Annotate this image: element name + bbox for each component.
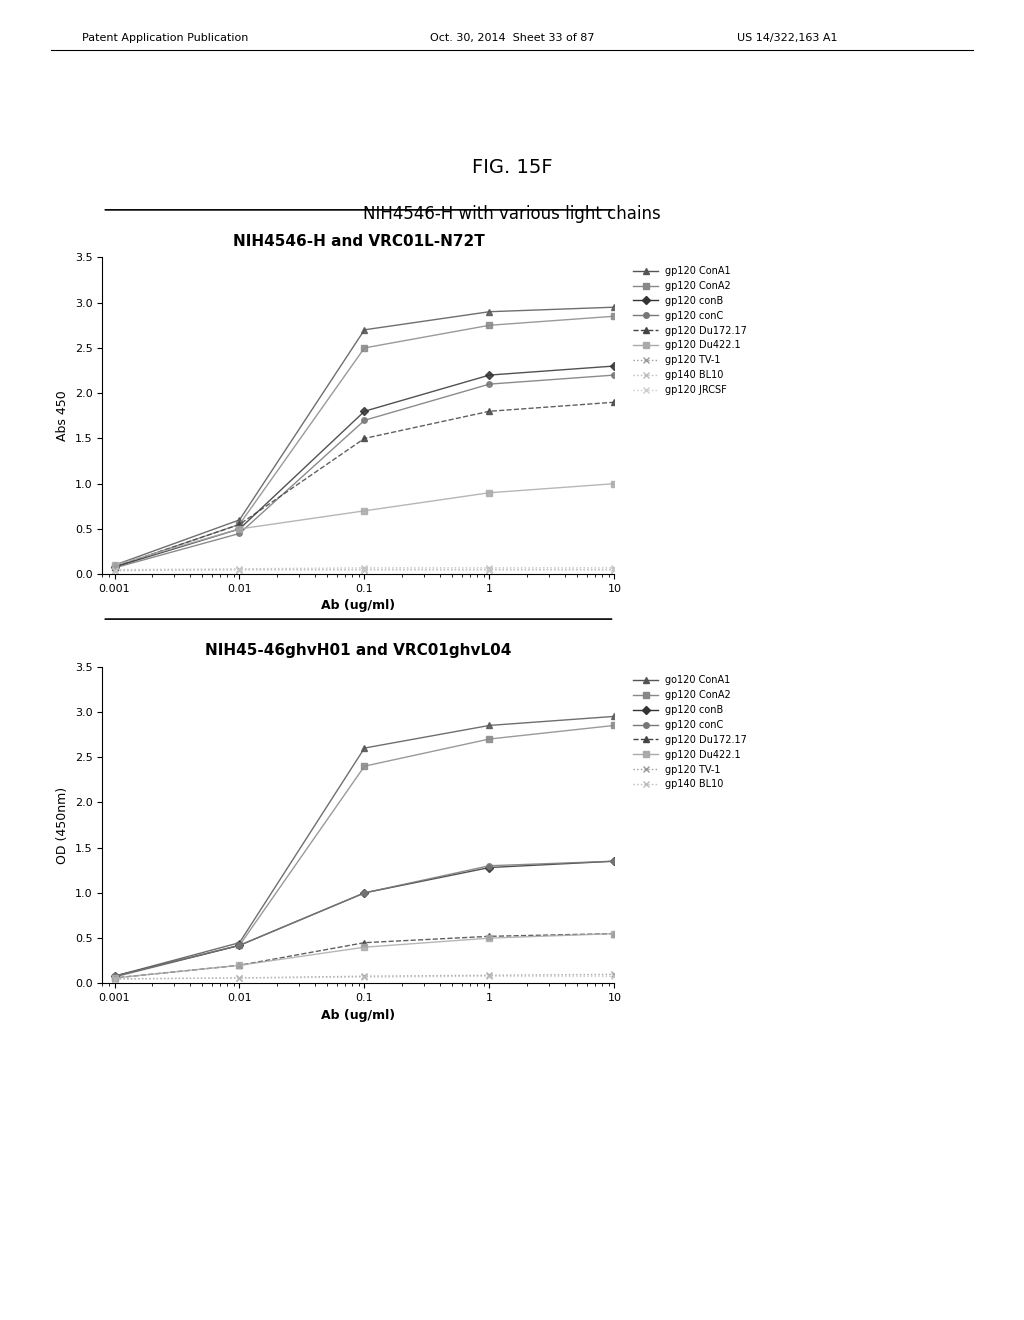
Y-axis label: OD (450nm): OD (450nm): [56, 787, 70, 863]
Text: NIH4546-H with various light chains: NIH4546-H with various light chains: [364, 205, 660, 223]
Title: NIH4546-H and VRC01L-N72T: NIH4546-H and VRC01L-N72T: [232, 234, 484, 249]
Legend: go120 ConA1, gp120 ConA2, gp120 conB, gp120 conC, gp120 Du172.17, gp120 Du422.1,: go120 ConA1, gp120 ConA2, gp120 conB, gp…: [630, 672, 752, 793]
Legend: gp120 ConA1, gp120 ConA2, gp120 conB, gp120 conC, gp120 Du172.17, gp120 Du422.1,: gp120 ConA1, gp120 ConA2, gp120 conB, gp…: [630, 263, 752, 399]
Text: Oct. 30, 2014  Sheet 33 of 87: Oct. 30, 2014 Sheet 33 of 87: [430, 33, 595, 44]
Text: FIG. 15F: FIG. 15F: [472, 158, 552, 177]
X-axis label: Ab (ug/ml): Ab (ug/ml): [322, 599, 395, 612]
Title: NIH45-46ghvH01 and VRC01ghvL04: NIH45-46ghvH01 and VRC01ghvL04: [205, 643, 512, 659]
Text: US 14/322,163 A1: US 14/322,163 A1: [737, 33, 838, 44]
Text: Patent Application Publication: Patent Application Publication: [82, 33, 248, 44]
Y-axis label: Abs 450: Abs 450: [56, 391, 70, 441]
X-axis label: Ab (ug/ml): Ab (ug/ml): [322, 1008, 395, 1022]
